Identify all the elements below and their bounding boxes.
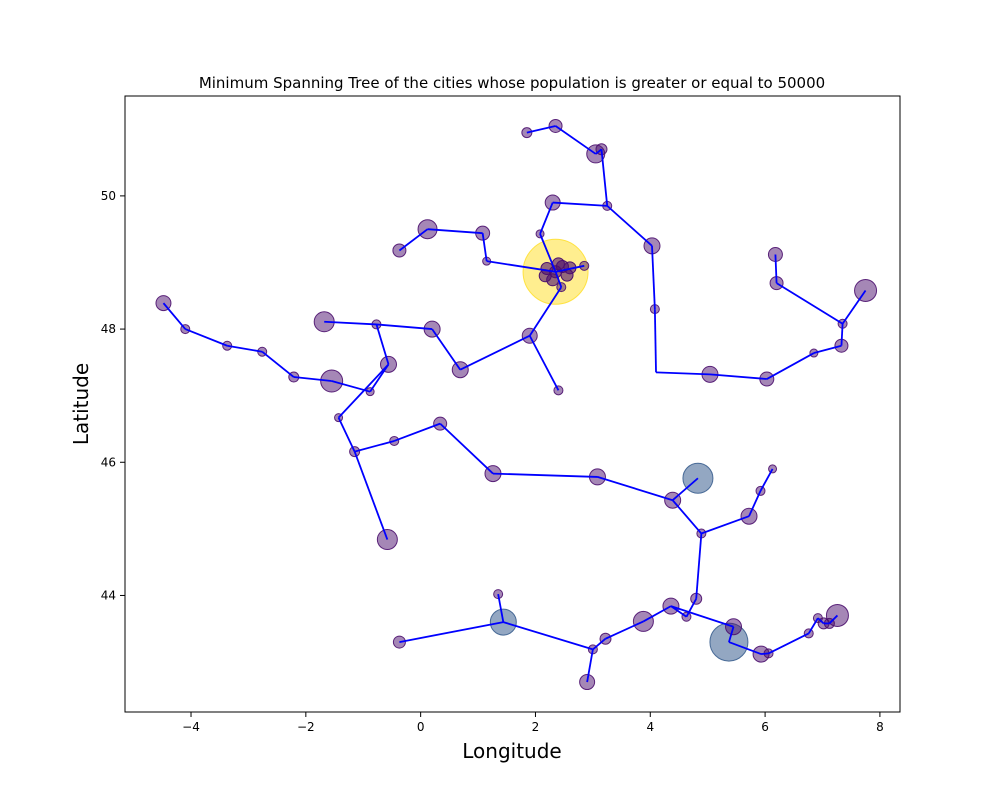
mst-edge [695, 533, 703, 599]
y-axis: 44 46 48 50 [101, 189, 125, 602]
mst-edge [375, 324, 390, 365]
mst-edge [807, 617, 819, 634]
mst-edge [555, 264, 585, 273]
mst-edge [459, 334, 531, 371]
mst-edge [595, 148, 603, 155]
mst-edge [354, 440, 395, 453]
mst-edge [709, 373, 767, 380]
mst-edge [539, 202, 554, 235]
mst-edge [427, 228, 483, 235]
mst-edge [503, 621, 594, 651]
y-axis-label: Latitude [69, 363, 93, 445]
mst-edge [592, 638, 607, 651]
mst-edge [813, 344, 842, 354]
mst-edge [774, 254, 778, 284]
mst-edge [606, 205, 653, 247]
mst-edge [552, 201, 608, 207]
mst-edge [841, 289, 867, 325]
mst-edge [293, 376, 332, 382]
mst-edge [840, 323, 844, 346]
mst-edge [324, 320, 377, 326]
mst-edge [685, 598, 697, 618]
y-tick-label: 48 [101, 322, 116, 336]
mst-edge [528, 286, 563, 337]
mst-edge [337, 417, 356, 453]
mst-edge [653, 309, 657, 373]
y-tick-label: 50 [101, 189, 116, 203]
y-tick-label: 46 [101, 455, 116, 469]
mst-edge [597, 476, 673, 502]
mst-edge [670, 605, 734, 628]
x-tick-label: 6 [761, 720, 769, 734]
mst-edge [768, 632, 810, 655]
mst-edge [828, 614, 839, 625]
mst-edge [586, 649, 594, 683]
mst-edge [439, 422, 494, 475]
mst-edge [671, 499, 703, 535]
mst-edge [766, 352, 815, 380]
chart-title: Minimum Spanning Tree of the cities whos… [199, 74, 825, 92]
x-tick-label: −2 [297, 720, 315, 734]
y-tick-label: 44 [101, 588, 116, 602]
mst-edge [398, 228, 429, 252]
mst-edge [528, 335, 560, 391]
mst-edge [817, 617, 825, 625]
x-tick-label: 4 [646, 720, 654, 734]
mst-edge [431, 328, 461, 371]
mst-edge [759, 468, 774, 492]
x-axis-label: Longitude [462, 739, 561, 763]
x-tick-label: 0 [417, 720, 425, 734]
mst-edge [526, 125, 556, 134]
mst-edge [605, 620, 644, 640]
mst-edge [655, 371, 711, 376]
mst-edge [728, 641, 762, 655]
mst-edge [184, 328, 228, 347]
mst-edge [651, 245, 656, 310]
mst-edge [261, 351, 295, 378]
mst-edge [760, 652, 769, 655]
mst-edge [701, 515, 750, 535]
mst-edge [642, 605, 672, 623]
city-point [548, 118, 563, 133]
mst-edge [672, 477, 699, 501]
mst-edge [353, 451, 389, 540]
mst-edge [497, 593, 505, 623]
x-tick-label: −4 [182, 720, 200, 734]
mst-edge [399, 621, 504, 643]
mst-edge [555, 125, 597, 155]
mst-edge [554, 271, 563, 288]
mst-edge [337, 363, 390, 419]
mst-edge [227, 344, 263, 353]
x-axis: −4 −2 0 2 4 6 8 [182, 712, 884, 734]
plot-frame [124, 95, 901, 713]
x-tick-label: 2 [532, 720, 540, 734]
mst-edge [539, 233, 557, 273]
mst-edge [728, 626, 735, 643]
mst-edge [393, 422, 441, 442]
edges-layer [162, 125, 867, 683]
mst-edge [492, 472, 598, 478]
mst-edge [776, 282, 844, 325]
mst-edge [600, 149, 609, 206]
mst-edge [376, 323, 433, 330]
mst-edge [486, 260, 556, 273]
mst-edge [748, 490, 762, 517]
plot-background [125, 96, 900, 712]
mst-edge [481, 233, 488, 262]
mst-edge [162, 302, 186, 330]
plot-area [124, 95, 901, 713]
x-tick-label: 8 [876, 720, 884, 734]
